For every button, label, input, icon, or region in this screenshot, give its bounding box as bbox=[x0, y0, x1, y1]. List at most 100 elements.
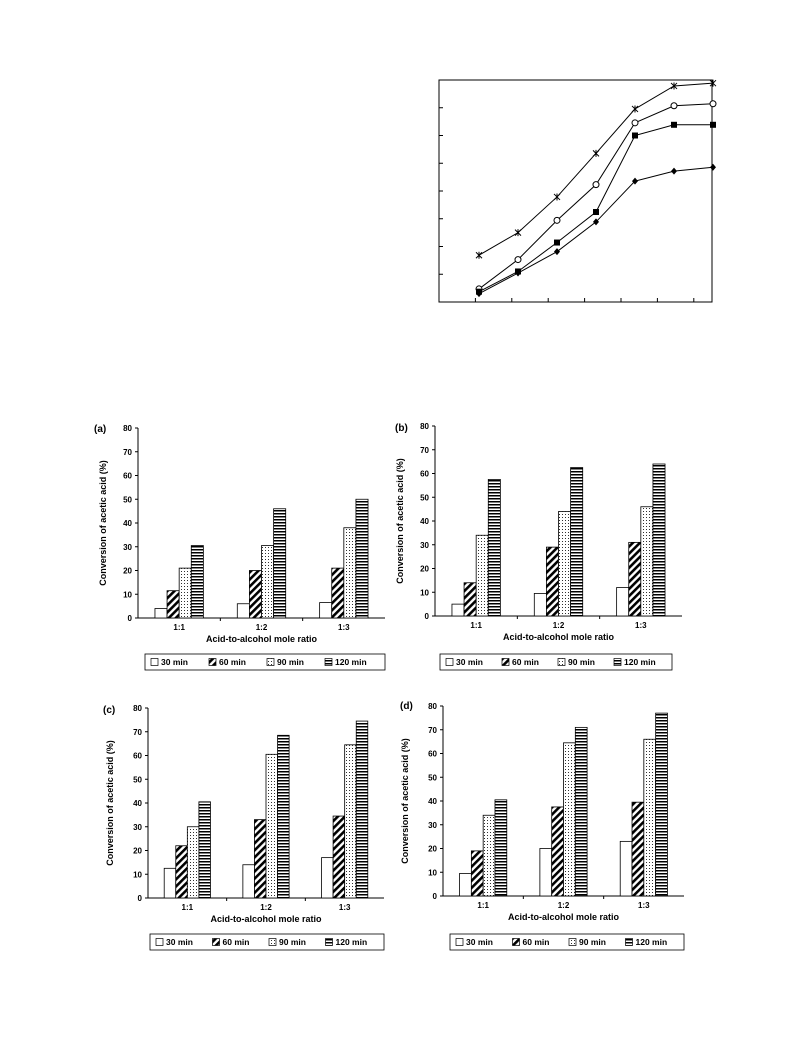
y-tick-label: 50 bbox=[420, 493, 429, 502]
bar bbox=[463, 582, 477, 617]
bar bbox=[631, 801, 645, 897]
panel-label: (c) bbox=[103, 705, 115, 716]
bar bbox=[652, 463, 666, 617]
legend: 30 min 60 min 90 min 120 min bbox=[449, 933, 685, 951]
legend-entry: 90 min bbox=[279, 937, 306, 947]
filled-diamond-marker bbox=[593, 218, 599, 226]
filled-diamond-marker bbox=[476, 290, 482, 298]
x-tick-label: 1:2 bbox=[260, 903, 272, 912]
y-tick-label: 40 bbox=[133, 799, 142, 808]
bar bbox=[265, 753, 278, 899]
filled-diamond-marker bbox=[671, 167, 677, 175]
legend-swatch bbox=[445, 658, 454, 666]
y-tick-label: 80 bbox=[420, 422, 429, 431]
y-tick-label: 70 bbox=[133, 728, 142, 737]
bar bbox=[655, 712, 668, 897]
bar bbox=[558, 511, 572, 617]
bar bbox=[643, 738, 657, 897]
bar bbox=[343, 527, 357, 619]
series-line bbox=[478, 82, 714, 256]
legend-entry: 30 min bbox=[166, 937, 193, 947]
y-axis-title: Conversion of acetic acid (%) bbox=[400, 738, 410, 864]
x-axis-title: Acid-to-alcohol mole ratio bbox=[206, 634, 318, 644]
x-tick-label: 1:1 bbox=[173, 623, 185, 632]
bar bbox=[533, 593, 547, 617]
legend-swatch bbox=[625, 938, 633, 946]
bar bbox=[178, 567, 192, 619]
legend-entry: 90 min bbox=[568, 657, 595, 667]
y-tick-label: 50 bbox=[428, 773, 437, 782]
bar bbox=[248, 570, 262, 619]
open-circle-marker bbox=[670, 102, 678, 110]
bar bbox=[273, 508, 287, 619]
legend-swatch bbox=[557, 658, 566, 666]
bar bbox=[198, 801, 211, 899]
bar bbox=[277, 734, 290, 899]
legend: 30 min 60 min 90 min 120 min bbox=[439, 653, 673, 671]
y-tick-label: 30 bbox=[428, 821, 437, 830]
asterisk-marker bbox=[592, 149, 600, 157]
y-tick-label: 0 bbox=[128, 614, 133, 623]
x-axis-title: Acid-to-alcohol mole ratio bbox=[503, 632, 615, 642]
x-tick-label: 1:3 bbox=[339, 903, 351, 912]
plot-frame bbox=[438, 79, 713, 303]
line-series-3 bbox=[476, 163, 716, 298]
bar bbox=[470, 850, 484, 897]
filled-square-marker bbox=[593, 209, 599, 216]
y-tick-label: 60 bbox=[133, 752, 142, 761]
bar bbox=[640, 506, 654, 617]
y-tick-label: 60 bbox=[123, 472, 132, 481]
line-series-1 bbox=[475, 100, 717, 293]
y-tick-label: 70 bbox=[428, 726, 437, 735]
legend-swatch bbox=[613, 658, 622, 666]
y-tick-label: 10 bbox=[123, 590, 132, 599]
legend-swatch bbox=[325, 938, 333, 946]
asterisk-marker bbox=[553, 193, 561, 201]
line-series-0 bbox=[475, 79, 717, 259]
y-tick-label: 20 bbox=[133, 847, 142, 856]
y-tick-label: 40 bbox=[428, 797, 437, 806]
bar bbox=[539, 848, 553, 897]
panel-label: (b) bbox=[395, 423, 408, 434]
y-tick-label: 0 bbox=[138, 894, 143, 903]
y-tick-label: 20 bbox=[123, 567, 132, 576]
bar bbox=[616, 587, 630, 617]
legend-entry: 30 min bbox=[456, 657, 483, 667]
legend: 30 min 60 min 90 min 120 min bbox=[149, 933, 385, 951]
legend-swatch bbox=[208, 658, 217, 666]
legend-box bbox=[149, 933, 385, 951]
series-line bbox=[478, 103, 714, 290]
bar bbox=[545, 546, 559, 617]
y-tick-label: 10 bbox=[133, 870, 142, 879]
y-tick-label: 20 bbox=[428, 845, 437, 854]
bar bbox=[332, 815, 346, 899]
legend-swatch bbox=[512, 938, 520, 946]
y-tick-label: 30 bbox=[133, 823, 142, 832]
legend-box bbox=[439, 653, 673, 671]
legend-entry: 120 min bbox=[336, 937, 368, 947]
bar-panel-d: (d) 0 10 20 30 40 50 60 70 80 1:1 1:2 1:3 Acid-to-alc… bbox=[400, 701, 685, 951]
y-axis-title: Conversion of acetic acid (%) bbox=[98, 460, 108, 586]
x-axis-title: Acid-to-alcohol mole ratio bbox=[210, 914, 322, 924]
filled-diamond-marker bbox=[554, 248, 560, 256]
legend-entry: 90 min bbox=[277, 657, 304, 667]
x-tick-label: 1:2 bbox=[553, 621, 565, 630]
open-circle-marker bbox=[631, 119, 639, 127]
legend-swatch bbox=[155, 938, 164, 946]
filled-diamond-marker bbox=[710, 163, 716, 171]
bar bbox=[321, 857, 334, 899]
bar bbox=[166, 590, 180, 619]
legend-entry: 30 min bbox=[466, 937, 493, 947]
legend-entry: 120 min bbox=[335, 657, 367, 667]
legend-swatch bbox=[324, 658, 333, 666]
legend-swatch bbox=[455, 938, 464, 946]
bar bbox=[628, 541, 642, 617]
bar bbox=[261, 545, 275, 619]
legend-entry: 60 min bbox=[512, 657, 539, 667]
open-circle-marker bbox=[709, 100, 717, 108]
bar bbox=[163, 867, 177, 899]
bar bbox=[475, 534, 489, 617]
bar bbox=[563, 742, 576, 897]
y-tick-label: 60 bbox=[420, 470, 429, 479]
